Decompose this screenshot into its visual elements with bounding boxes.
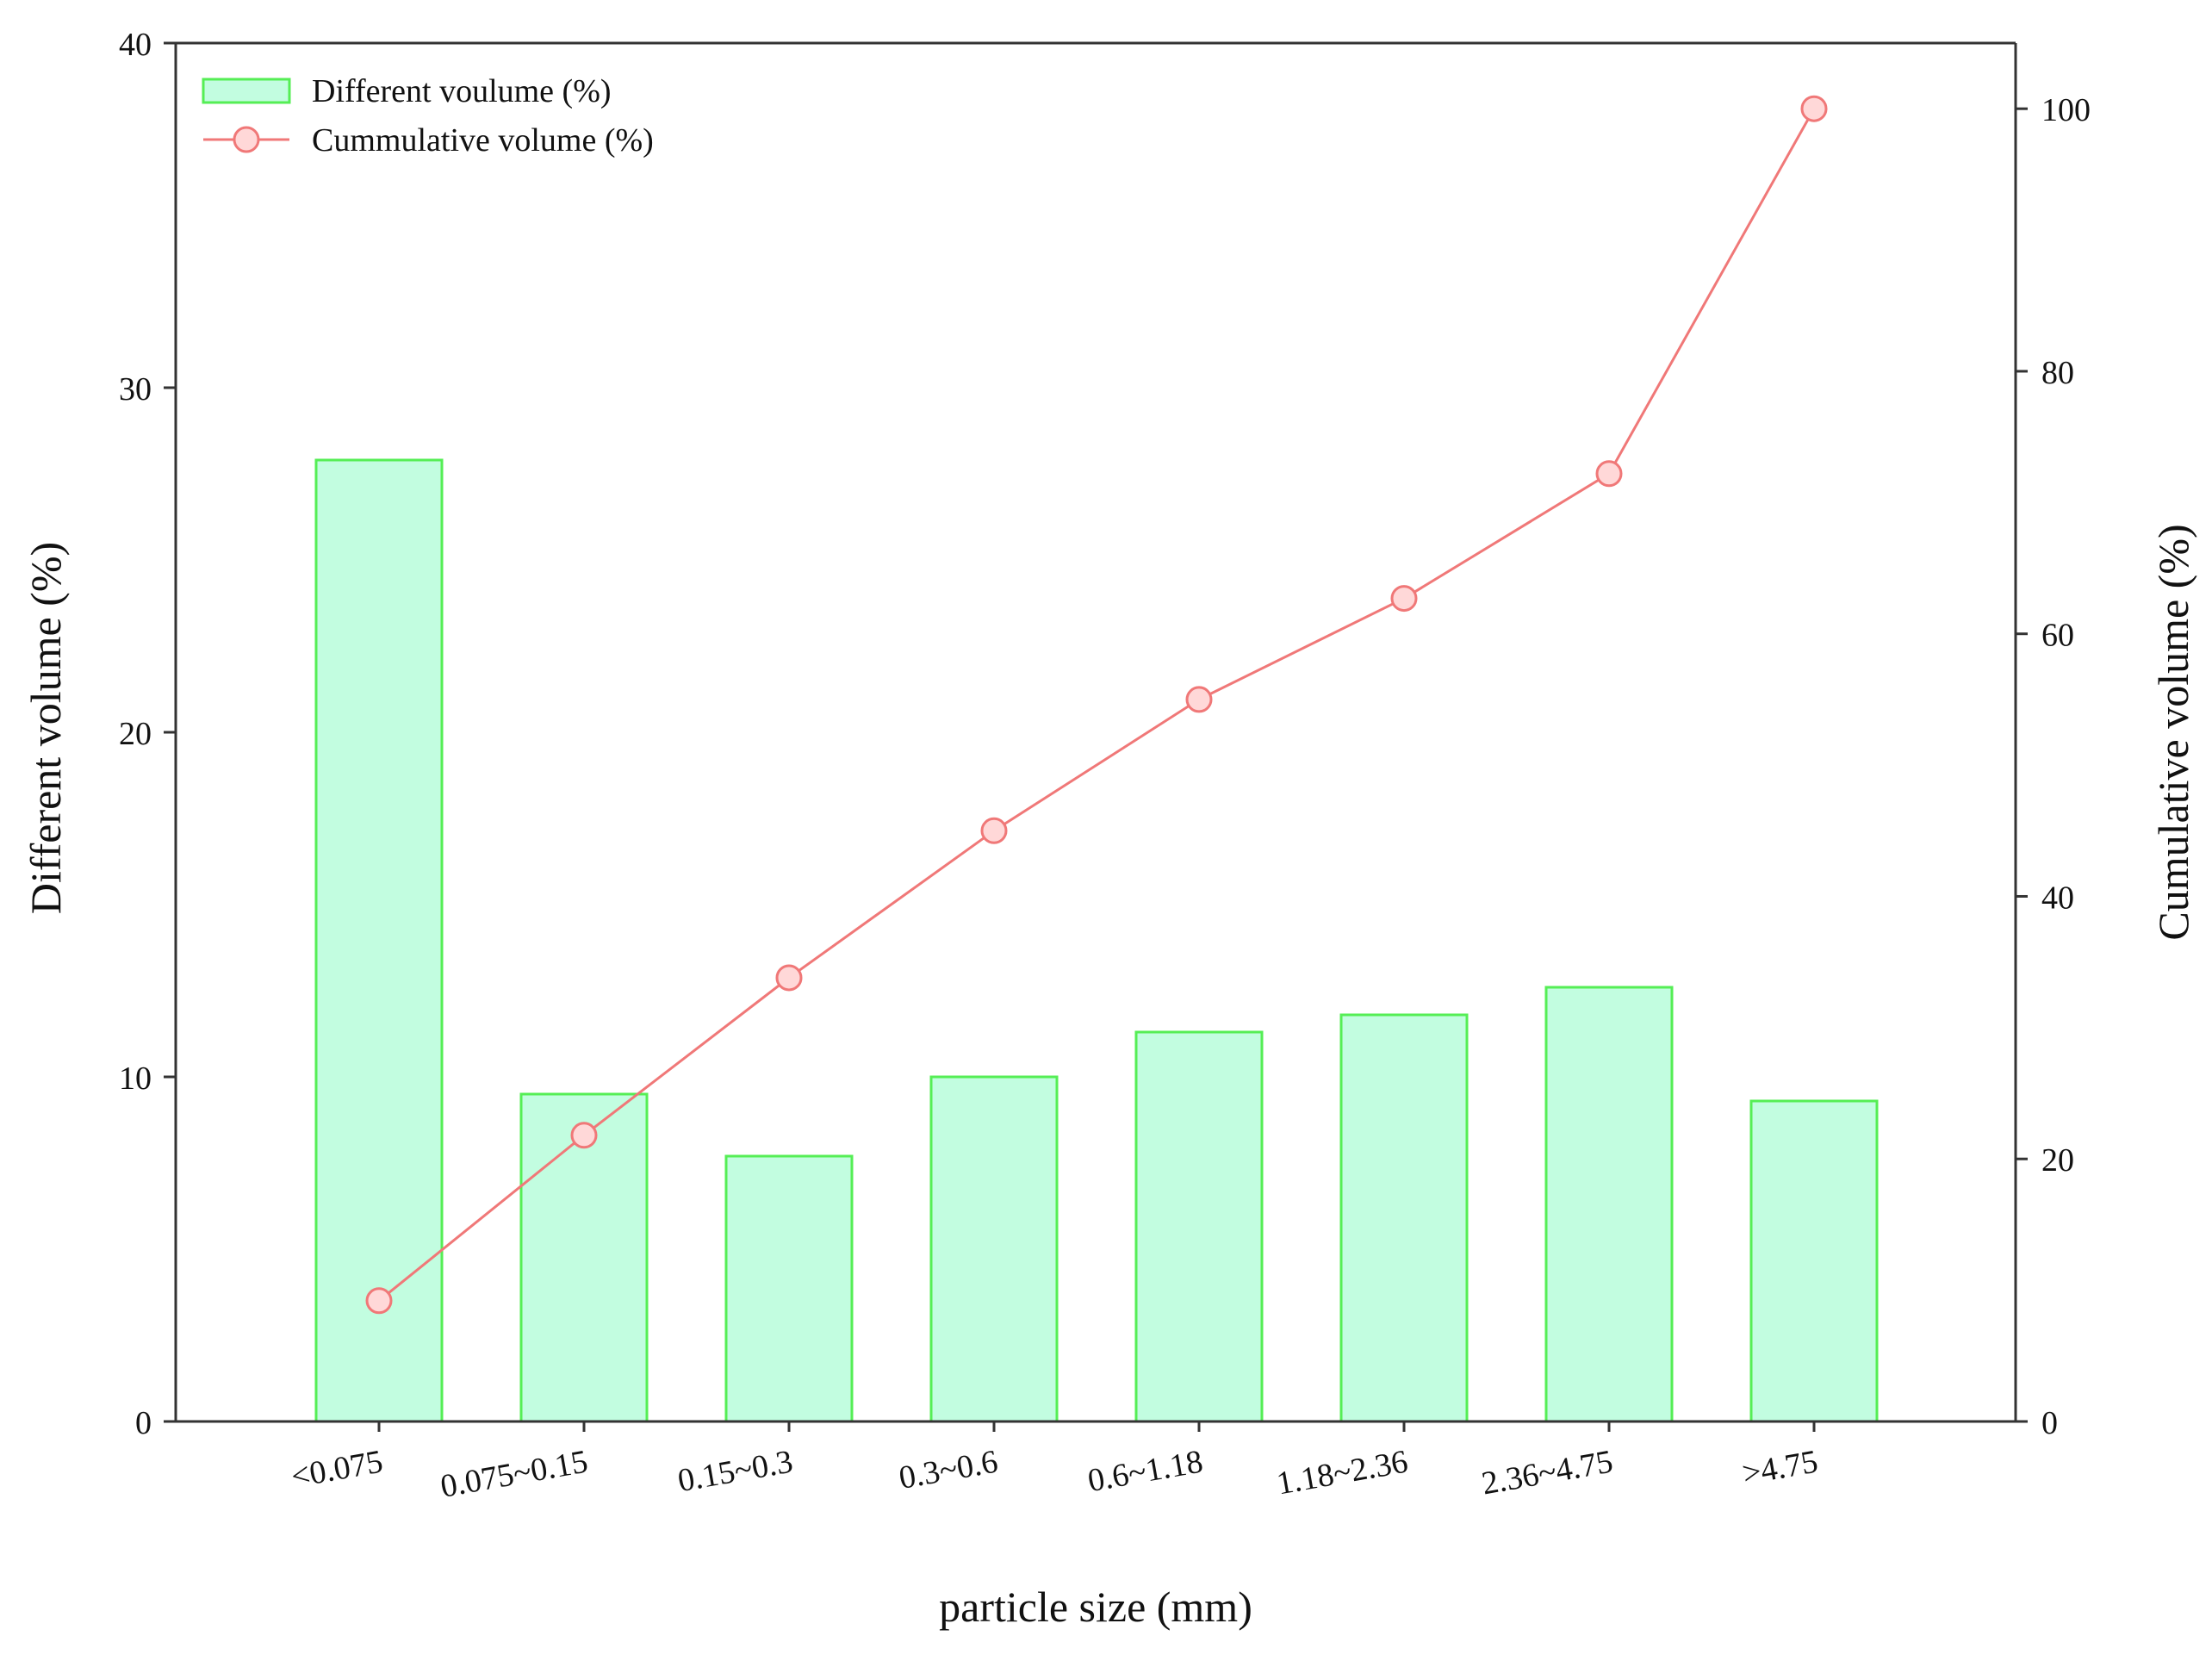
cumulative-point-2 bbox=[775, 964, 803, 992]
cumulative-point-6 bbox=[1595, 460, 1623, 488]
cumulative-point-4 bbox=[1185, 686, 1213, 713]
right-y-axis-title: Cumulative volume (%) bbox=[2149, 524, 2197, 940]
right-y-tick-label-100: 100 bbox=[2041, 92, 2091, 128]
left-y-axis-title: Different volume (%) bbox=[22, 542, 70, 914]
cumulative-point-5 bbox=[1390, 585, 1418, 613]
legend-bar-label: Different voulume (%) bbox=[312, 73, 612, 109]
right-y-tick-label-40: 40 bbox=[2041, 880, 2074, 916]
bar-1 bbox=[519, 1092, 649, 1423]
line-layer bbox=[365, 95, 1828, 1315]
left-y-tick-label-0: 0 bbox=[135, 1405, 152, 1441]
x-tick-label-5: 1.18~2.36 bbox=[1274, 1444, 1411, 1502]
bar-7 bbox=[1749, 1099, 1879, 1423]
x-tick-label-2: 0.15~0.3 bbox=[675, 1444, 796, 1500]
right-y-tick-label-80: 80 bbox=[2041, 355, 2074, 391]
left-y-tick-label-40: 40 bbox=[119, 27, 152, 63]
legend-line-label: Cummulative volume (%) bbox=[312, 122, 654, 159]
right-y-tick-label-60: 60 bbox=[2041, 618, 2074, 654]
cumulative-point-3 bbox=[980, 817, 1008, 844]
bar-6 bbox=[1544, 986, 1674, 1423]
bar-4 bbox=[1134, 1030, 1264, 1423]
bar-0 bbox=[314, 458, 444, 1423]
legend-bar-swatch bbox=[202, 78, 291, 104]
legend: Different voulume (%) Cummulative volume… bbox=[202, 73, 654, 159]
x-tick-label-0: <0.075 bbox=[289, 1444, 386, 1496]
cumulative-point-0 bbox=[365, 1287, 393, 1315]
cumulative-point-1 bbox=[570, 1122, 598, 1149]
left-y-tick-label-10: 10 bbox=[119, 1061, 152, 1097]
legend-line-marker bbox=[233, 126, 260, 153]
x-axis-title: particle size (mm) bbox=[939, 1583, 1252, 1631]
left-y-tick-label-30: 30 bbox=[119, 371, 152, 407]
right-y-tick-label-20: 20 bbox=[2041, 1142, 2074, 1179]
labels-layer: particle size (mm) Different volume (%) … bbox=[22, 524, 2197, 1631]
x-tick-label-7: >4.75 bbox=[1740, 1444, 1821, 1493]
bar-3 bbox=[929, 1075, 1059, 1423]
bar-2 bbox=[724, 1154, 854, 1423]
x-tick-label-4: 0.6~1.18 bbox=[1085, 1444, 1206, 1500]
x-tick-label-1: 0.075~0.15 bbox=[438, 1444, 590, 1505]
x-tick-label-3: 0.3~0.6 bbox=[896, 1444, 1000, 1496]
right-y-tick-label-0: 0 bbox=[2041, 1405, 2058, 1441]
bar-5 bbox=[1339, 1013, 1469, 1423]
left-y-tick-label-20: 20 bbox=[119, 716, 152, 752]
bars-layer bbox=[314, 458, 1879, 1423]
cumulative-line bbox=[378, 108, 1816, 1302]
cumulative-point-7 bbox=[1800, 95, 1828, 122]
x-tick-label-6: 2.36~4.75 bbox=[1479, 1444, 1616, 1502]
